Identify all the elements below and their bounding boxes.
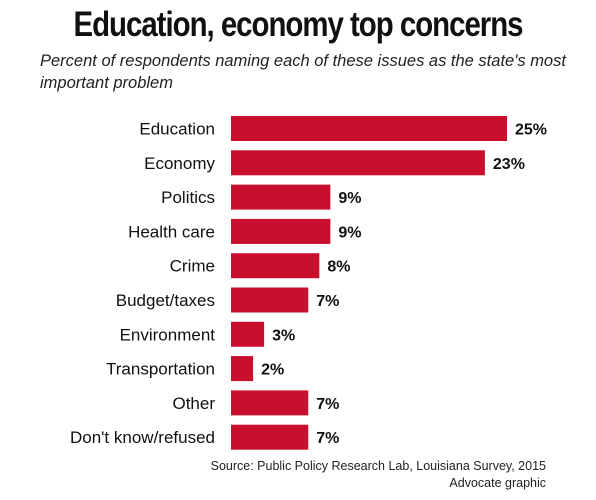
bar-other — [231, 390, 309, 416]
chart-subtitle: Percent of respondents naming each of th… — [40, 52, 566, 92]
source-note: Source: Public Policy Research Lab, Loui… — [210, 459, 546, 473]
bar-politics — [231, 184, 331, 210]
value-label-environment: 3% — [272, 327, 295, 344]
bar-budget-taxes — [231, 287, 309, 313]
value-label-transportation: 2% — [261, 362, 284, 379]
category-label-crime: Crime — [170, 257, 215, 276]
bar-education — [231, 116, 507, 141]
bar-don-t-know-refused — [231, 424, 309, 450]
value-label-health-care: 9% — [338, 224, 361, 241]
category-label-transportation: Transportation — [106, 360, 215, 379]
bar-environment — [231, 321, 265, 347]
category-label-economy: Economy — [144, 154, 215, 173]
value-label-don-t-know-refused: 7% — [316, 430, 339, 447]
category-label-other: Other — [172, 394, 215, 413]
category-label-budget-taxes: Budget/taxes — [116, 291, 215, 310]
value-label-education: 25% — [515, 122, 547, 139]
bar-crime — [231, 253, 320, 279]
value-label-budget-taxes: 7% — [316, 293, 339, 310]
bar-transportation — [231, 356, 254, 382]
value-label-crime: 8% — [327, 259, 350, 276]
category-label-don-t-know-refused: Don't know/refused — [70, 428, 215, 447]
category-label-environment: Environment — [120, 325, 216, 344]
bar-economy — [231, 150, 485, 176]
credit-note: Advocate graphic — [449, 476, 546, 490]
chart-title: Education, economy top concerns — [73, 5, 523, 44]
category-label-education: Education — [139, 120, 215, 139]
category-label-health-care: Health care — [128, 222, 215, 241]
value-label-politics: 9% — [338, 190, 361, 207]
bar-health-care — [231, 218, 331, 244]
category-label-politics: Politics — [161, 188, 215, 207]
value-label-other: 7% — [316, 396, 339, 413]
value-label-economy: 23% — [493, 156, 525, 173]
